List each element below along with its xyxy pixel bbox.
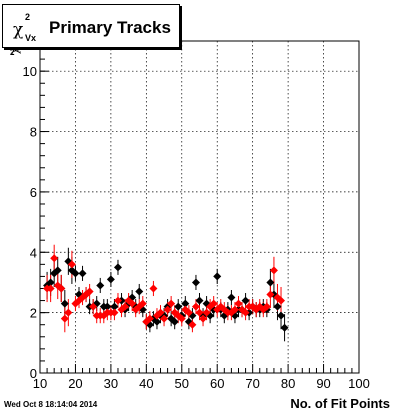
data-point-red	[156, 308, 165, 317]
x-tick-label: 90	[316, 376, 330, 391]
data-point-black	[174, 302, 183, 311]
x-axis-label: No. of Fit Points	[290, 396, 390, 411]
data-point-red	[167, 299, 176, 308]
data-point-black	[78, 269, 87, 278]
data-point-red	[209, 299, 218, 308]
data-point-black	[103, 302, 112, 311]
data-point-red	[177, 314, 186, 323]
data-point-red	[60, 314, 69, 323]
data-point-red	[85, 287, 94, 296]
x-tick-label: 30	[104, 376, 118, 391]
data-point-black	[280, 323, 289, 332]
data-point-black	[106, 275, 115, 284]
data-point-red	[113, 296, 122, 305]
tick-labels: 10 20 30 40 50 60 70 80 90 100 0 2 4 6 8 10	[23, 64, 370, 391]
data-point-red	[269, 266, 278, 275]
x-tick-label: 80	[281, 376, 295, 391]
data-point-black	[135, 287, 144, 296]
data-point-black	[181, 299, 190, 308]
y-tick-label: 0	[30, 366, 37, 381]
data-point-red	[145, 314, 154, 323]
x-tick-label: 70	[245, 376, 259, 391]
data-point-red	[121, 302, 130, 311]
data-point-red	[128, 299, 137, 308]
grid-lines	[40, 41, 359, 373]
data-point-black	[152, 317, 161, 326]
data-point-red	[138, 299, 147, 308]
data-point-red	[195, 308, 204, 317]
data-point-red	[160, 314, 169, 323]
chart-title-box: χ 2 Vx Primary Tracks	[2, 4, 180, 48]
data-point-black	[71, 269, 80, 278]
data-point-red	[191, 302, 200, 311]
data-point-black	[113, 263, 122, 272]
data-point-black	[277, 311, 286, 320]
data-point-red	[241, 308, 250, 317]
timestamp: Wed Oct 8 18:14:04 2014	[4, 400, 98, 409]
data-point-black	[191, 278, 200, 287]
data-point-red	[110, 308, 119, 317]
axis-ticks	[39, 46, 360, 374]
title-chi-symbol: χ	[13, 20, 24, 40]
data-point-black	[170, 317, 179, 326]
data-point-red	[50, 254, 59, 263]
data-point-red	[163, 305, 172, 314]
data-point-red	[67, 260, 76, 269]
data-point-red	[149, 284, 158, 293]
chart-title: Primary Tracks	[49, 18, 171, 37]
data-point-red	[230, 305, 239, 314]
data-point-red	[277, 296, 286, 305]
data-point-black	[266, 278, 275, 287]
data-point-black	[96, 281, 105, 290]
y-axis-label-sup: 2	[10, 48, 15, 57]
data-point-black	[110, 302, 119, 311]
data-point-red	[57, 284, 66, 293]
data-point-black	[241, 296, 250, 305]
x-tick-label: 20	[68, 376, 82, 391]
data-point-red	[266, 290, 275, 299]
data-point-black	[46, 278, 55, 287]
x-tick-label: 60	[210, 376, 224, 391]
data-point-red	[89, 302, 98, 311]
data-point-black	[60, 299, 69, 308]
data-point-black	[213, 272, 222, 281]
y-axis-label: χ	[8, 47, 21, 54]
data-point-black	[53, 266, 62, 275]
x-tick-label: 100	[348, 376, 370, 391]
data-point-red	[199, 314, 208, 323]
title-superscript: 2	[25, 12, 31, 22]
y-tick-label: 6	[30, 185, 37, 200]
data-point-black	[227, 293, 236, 302]
plot-frame	[39, 40, 360, 374]
y-tick-label: 2	[30, 306, 37, 321]
x-tick-label: 50	[175, 376, 189, 391]
data-point-black	[195, 296, 204, 305]
x-tick-label: 40	[139, 376, 153, 391]
title-subscript: Vx	[25, 33, 37, 43]
data-point-red	[184, 308, 193, 317]
data-point-red	[202, 308, 211, 317]
y-tick-label: 4	[30, 245, 37, 260]
data-point-black	[273, 302, 282, 311]
series-red-markers	[43, 254, 286, 329]
data-point-red	[262, 302, 271, 311]
data-point-red	[188, 320, 197, 329]
y-tick-label: 8	[30, 125, 37, 140]
x-tick-label: 10	[33, 376, 47, 391]
y-tick-label: 10	[23, 64, 37, 79]
data-point-red	[64, 308, 73, 317]
error-bars	[46, 244, 286, 342]
data-point-red	[234, 299, 243, 308]
data-point-red	[46, 284, 55, 293]
